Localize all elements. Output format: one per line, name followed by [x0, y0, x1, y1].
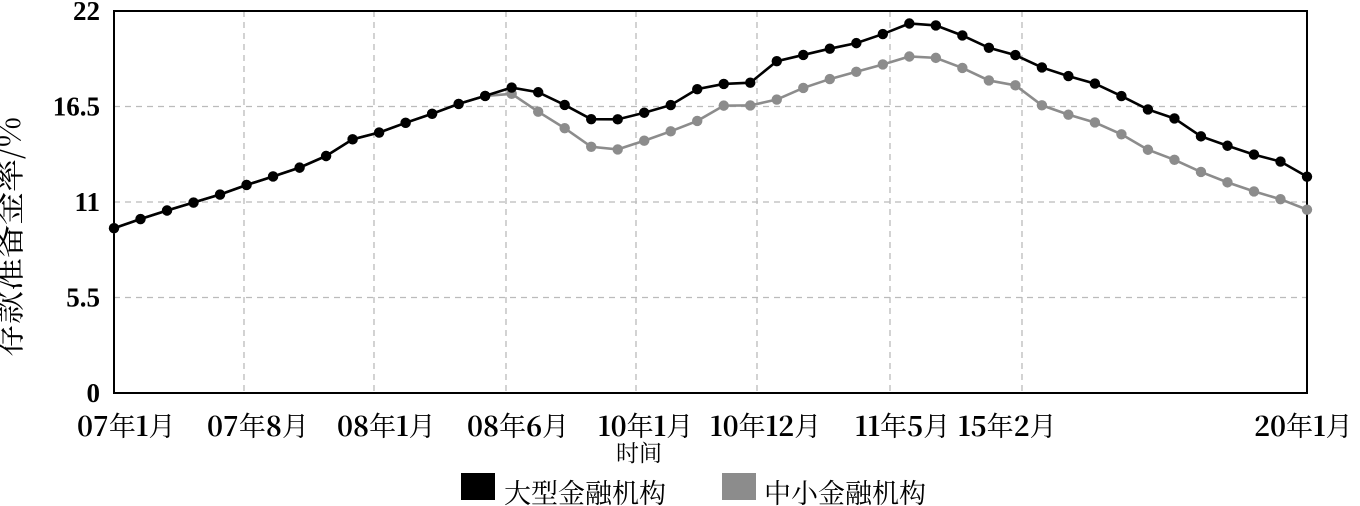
svg-text:中小金融机构: 中小金融机构	[764, 472, 926, 506]
svg-text:07年8月: 07年8月	[207, 405, 309, 444]
svg-text:大型金融机构: 大型金融机构	[504, 472, 666, 506]
svg-text:11: 11	[74, 187, 100, 217]
svg-text:10年12月: 10年12月	[710, 405, 821, 444]
svg-text:20年1月: 20年1月	[1254, 405, 1353, 444]
svg-text:0: 0	[87, 378, 101, 408]
svg-text:15年2月: 15年2月	[958, 405, 1057, 444]
svg-text:07年1月: 07年1月	[77, 405, 175, 444]
svg-text:5.5: 5.5	[66, 283, 100, 313]
svg-text:08年6月: 08年6月	[467, 405, 569, 444]
svg-text:08年1月: 08年1月	[337, 405, 436, 444]
svg-text:16.5: 16.5	[53, 92, 100, 122]
svg-text:时间: 时间	[616, 435, 662, 468]
svg-text:11年5月: 11年5月	[855, 405, 950, 444]
svg-text:存款准备金率/%: 存款准备金率/%	[0, 117, 30, 357]
svg-text:22: 22	[73, 0, 100, 26]
